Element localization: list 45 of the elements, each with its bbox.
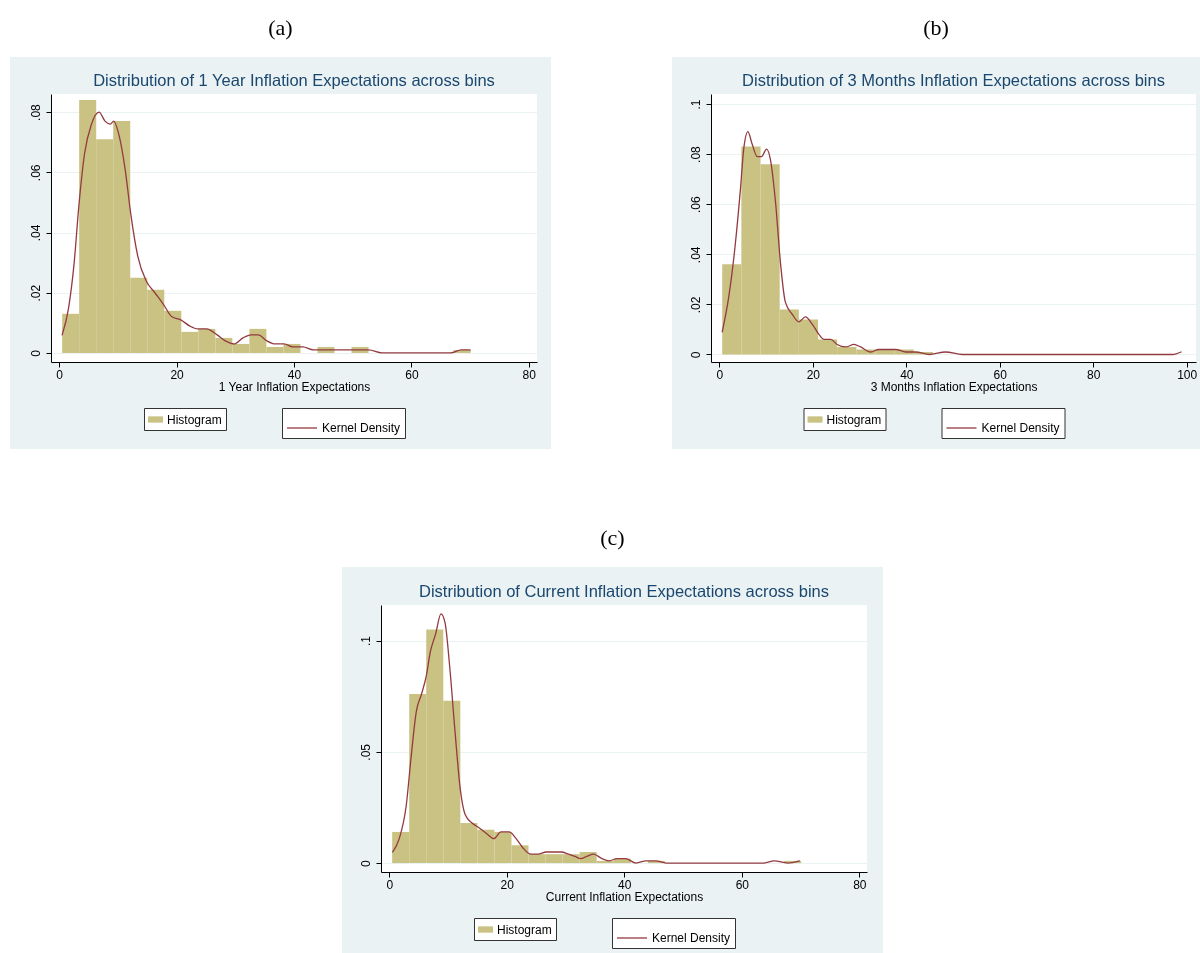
x-tick-label: 60 <box>405 367 419 382</box>
x-tick-label: 20 <box>806 367 821 382</box>
x-tick-label: 20 <box>170 367 185 382</box>
y-tick-label: .08 <box>28 103 43 121</box>
y-tick-label: 0 <box>688 351 703 359</box>
x-axis-title: Current Inflation Expectations <box>545 889 704 904</box>
legend-label: Histogram <box>167 412 222 427</box>
chart-title: Distribution of Current Inflation Expectations across bins <box>419 581 829 600</box>
y-tick-label: .02 <box>688 296 703 314</box>
chart-title: Distribution of 1 Year Inflation Expectations across bins <box>93 70 495 89</box>
y-tick-label: .06 <box>28 164 43 182</box>
x-tick-label: 80 <box>1087 367 1101 382</box>
y-tick-label: .1 <box>358 635 373 647</box>
x-tick-label: 80 <box>853 877 867 892</box>
legend-label: Kernel Density <box>981 421 1060 435</box>
y-tick-label: .05 <box>358 743 373 761</box>
x-axis-title: 1 Year Inflation Expectations <box>218 379 371 394</box>
y-tick-label: .06 <box>688 196 703 214</box>
x-tick-label: 40 <box>618 877 632 892</box>
legend-label: Histogram <box>826 412 882 427</box>
legend-label: Kernel Density <box>322 421 401 435</box>
chart-title: Distribution of 3 Months Inflation Expectations across bins <box>742 70 1165 89</box>
legend-label: Kernel Density <box>652 931 731 945</box>
text: (c) <box>599 525 626 551</box>
text: (b) <box>922 15 950 41</box>
x-tick-label: 0 <box>386 877 394 892</box>
legend-label: Histogram <box>497 922 552 937</box>
y-tick-label: .1 <box>688 99 703 110</box>
y-tick-label: .04 <box>28 224 43 242</box>
x-tick-label: 40 <box>287 367 302 382</box>
x-tick-label: 100 <box>1177 367 1198 382</box>
text: (a) <box>267 15 294 41</box>
y-tick-label: .02 <box>28 284 43 302</box>
y-tick-label: 0 <box>28 349 43 357</box>
x-tick-label: 0 <box>716 367 724 382</box>
x-axis-title: 3 Months Inflation Expectations <box>870 379 1038 394</box>
x-tick-label: 40 <box>900 367 914 382</box>
x-tick-label: 60 <box>993 367 1008 382</box>
y-tick-label: .04 <box>688 246 703 264</box>
x-tick-label: 80 <box>522 367 537 382</box>
y-tick-label: .08 <box>688 145 703 163</box>
x-tick-label: 20 <box>500 877 515 892</box>
y-tick-label: 0 <box>358 859 373 867</box>
x-tick-label: 0 <box>56 367 64 382</box>
x-tick-label: 60 <box>735 877 750 892</box>
